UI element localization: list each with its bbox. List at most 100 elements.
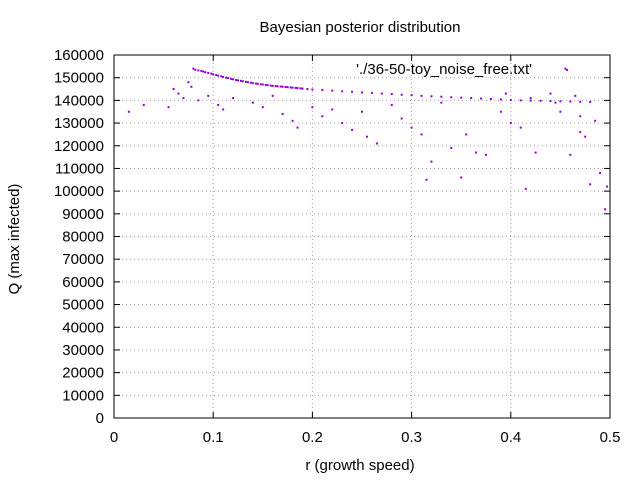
x-tick-label: 0.4: [500, 429, 521, 446]
data-point: [400, 93, 403, 96]
data-point: [197, 69, 200, 72]
data-point: [286, 86, 289, 89]
data-point: [192, 67, 195, 70]
data-point: [241, 80, 244, 83]
data-point: [261, 83, 264, 86]
data-point: [589, 183, 592, 186]
data-point: [341, 122, 344, 125]
data-point: [235, 78, 238, 81]
y-tick-label: 90000: [62, 206, 104, 223]
data-point: [380, 92, 383, 95]
data-point: [220, 75, 223, 78]
data-point: [212, 73, 215, 76]
x-tick-label: 0: [110, 429, 118, 446]
data-point: [569, 153, 572, 156]
data-point: [460, 96, 463, 99]
data-point: [222, 76, 225, 79]
data-point: [375, 142, 378, 145]
data-point: [410, 126, 413, 129]
data-point: [321, 115, 324, 118]
y-tick-label: 100000: [54, 183, 104, 200]
data-point: [460, 176, 463, 179]
data-point: [279, 85, 282, 88]
data-point: [294, 86, 297, 89]
data-point: [264, 83, 267, 86]
data-point: [281, 112, 284, 115]
data-point: [311, 88, 314, 91]
data-point: [579, 131, 582, 134]
data-point: [256, 82, 259, 85]
data-point: [197, 99, 200, 102]
y-tick-label: 120000: [54, 138, 104, 155]
data-point: [202, 70, 205, 73]
data-point: [246, 81, 249, 84]
data-point: [251, 82, 254, 85]
data-point: [549, 92, 552, 95]
y-tick-label: 130000: [54, 115, 104, 132]
data-point: [519, 126, 522, 129]
data-point: [232, 78, 235, 81]
data-point: [177, 92, 180, 95]
data-point: [301, 87, 304, 90]
data-point: [529, 97, 532, 100]
data-point: [569, 100, 572, 103]
data-point: [237, 79, 239, 82]
data-point: [217, 103, 220, 106]
data-point: [210, 72, 213, 75]
data-point: [296, 87, 299, 90]
legend: './36-50-toy_noise_free.txt': [356, 61, 568, 78]
data-point: [410, 94, 413, 97]
x-tick-label: 0.1: [203, 429, 224, 446]
data-point: [217, 74, 220, 77]
data-point: [207, 94, 210, 97]
data-point: [574, 94, 577, 97]
data-point: [251, 101, 254, 104]
data-point: [440, 101, 443, 104]
y-tick-label: 70000: [62, 251, 104, 268]
data-point: [594, 119, 597, 122]
data-point: [499, 98, 502, 101]
data-point: [230, 77, 233, 80]
data-point: [331, 89, 334, 92]
data-point: [239, 79, 242, 82]
data-point: [142, 103, 145, 106]
data-point: [361, 110, 363, 113]
data-point: [450, 147, 453, 150]
data-point: [361, 91, 363, 94]
data-point: [167, 106, 170, 109]
legend-label: './36-50-toy_noise_free.txt': [356, 61, 532, 78]
data-point: [420, 94, 423, 97]
data-point: [227, 77, 230, 80]
data-point: [187, 81, 190, 84]
data-point: [400, 117, 403, 120]
data-point: [289, 86, 292, 89]
data-point: [475, 151, 478, 154]
data-point: [331, 108, 334, 111]
data-point: [244, 80, 247, 83]
data-point: [190, 85, 193, 88]
data-point: [599, 171, 602, 174]
data-point: [281, 85, 284, 88]
chart-title: Bayesian posterior distribution: [260, 19, 461, 36]
data-point: [564, 67, 567, 70]
data-point: [604, 208, 607, 211]
tick-labels: 0 10000 20000 30000 40000 50000 60000 70000 8000…: [54, 47, 620, 446]
data-point: [390, 103, 393, 106]
data-point: [249, 81, 252, 84]
data-point: [215, 73, 218, 76]
data-point: [465, 133, 468, 136]
data-point: [182, 97, 185, 100]
data-point: [261, 106, 264, 109]
data-point: [269, 84, 272, 87]
data-point: [271, 94, 274, 97]
x-tick-label: 0.5: [600, 429, 621, 446]
data-point: [222, 108, 225, 111]
data-point: [207, 71, 210, 74]
data-point: [225, 76, 228, 79]
data-point: [430, 95, 433, 98]
y-tick-label: 20000: [62, 365, 104, 382]
y-tick-label: 10000: [62, 387, 104, 404]
y-tick-label: 40000: [62, 319, 104, 336]
